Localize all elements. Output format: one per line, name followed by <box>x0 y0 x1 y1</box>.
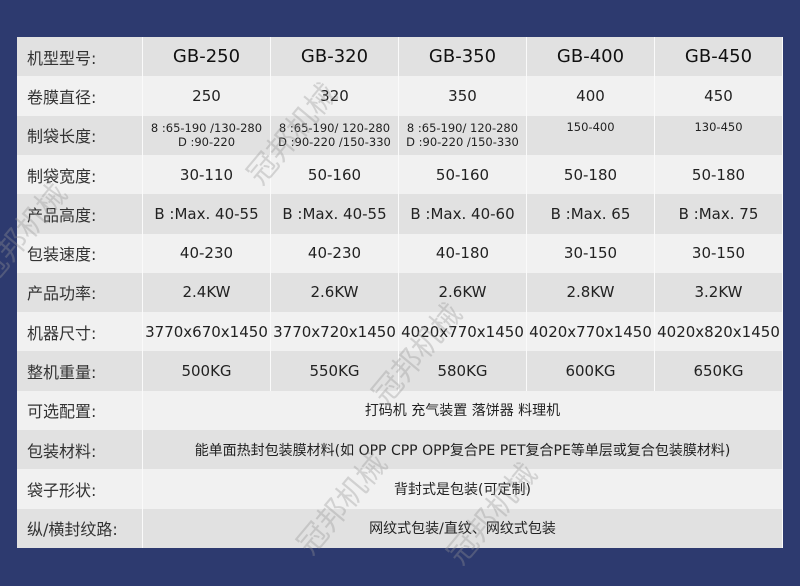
spec-value: 2.8KW <box>527 272 655 313</box>
spec-value: 8 :65-190 /130-280 D :90-220 <box>143 115 271 155</box>
spec-value: 250 <box>143 76 271 116</box>
spec-value: 4020x820x1450 <box>655 312 783 352</box>
model-name: GB-400 <box>527 37 655 77</box>
spec-value-line: 8 :65-190 /130-280 <box>150 121 263 136</box>
row-label: 机型型号: <box>17 37 143 77</box>
spec-value: 150-400 <box>527 115 655 155</box>
row-label: 纵/横封纹路: <box>17 508 143 548</box>
spec-value: 500KG <box>143 351 271 391</box>
spec-value: 网纹式包装/直纹、网纹式包装 <box>143 508 783 548</box>
spec-value: 40-230 <box>271 233 399 273</box>
row-label: 制袋长度: <box>17 115 143 155</box>
spec-value: 580KG <box>399 351 527 391</box>
spec-value: 打码机 充气装置 落饼器 料理机 <box>143 390 783 431</box>
row-label: 整机重量: <box>17 351 143 391</box>
row-label: 袋子形状: <box>17 469 143 509</box>
spec-value-line: D :90-220 /150-330 <box>278 135 391 150</box>
row-label: 产品高度: <box>17 194 143 234</box>
spec-value: 4020x770x1450 <box>527 312 655 352</box>
spec-value: 2.6KW <box>399 272 527 313</box>
model-name: GB-320 <box>271 37 399 77</box>
spec-value: 400 <box>527 76 655 116</box>
spec-value: 50-180 <box>655 154 783 195</box>
spec-value-line: D :90-220 <box>177 135 236 150</box>
row-label: 产品功率: <box>17 272 143 313</box>
spec-value: 30-150 <box>527 233 655 273</box>
spec-value: B :Max. 75 <box>655 194 783 234</box>
spec-value: 30-150 <box>655 233 783 273</box>
spec-value: 130-450 <box>655 115 783 155</box>
spec-value: 40-180 <box>399 233 527 273</box>
spec-value: B :Max. 40-55 <box>271 194 399 234</box>
model-name: GB-450 <box>655 37 783 77</box>
spec-value: B :Max. 40-60 <box>399 194 527 234</box>
spec-value-line: D :90-220 /150-330 <box>406 135 519 150</box>
row-label: 可选配置: <box>17 390 143 431</box>
spec-value: 2.6KW <box>271 272 399 313</box>
spec-value: 背封式是包装(可定制) <box>143 469 783 509</box>
spec-value: 320 <box>271 76 399 116</box>
spec-value-line: 8 :65-190/ 120-280 <box>278 121 391 136</box>
row-label: 包装速度: <box>17 233 143 273</box>
spec-value: 2.4KW <box>143 272 271 313</box>
spec-value: 3770x720x1450 <box>271 312 399 352</box>
spec-value-line: 130-450 <box>694 119 743 134</box>
spec-value-line: 8 :65-190/ 120-280 <box>406 121 519 136</box>
spec-value: B :Max. 65 <box>527 194 655 234</box>
model-name: GB-350 <box>399 37 527 77</box>
spec-value-line: 150-400 <box>566 119 615 134</box>
spec-value: 8 :65-190/ 120-280 D :90-220 /150-330 <box>399 115 527 155</box>
spec-value: B :Max. 40-55 <box>143 194 271 234</box>
spec-value: 30-110 <box>143 154 271 195</box>
spec-value: 450 <box>655 76 783 116</box>
row-label: 机器尺寸: <box>17 312 143 352</box>
spec-value: 能单面热封包装膜材料(如 OPP CPP OPP复合PE PET复合PE等单层或… <box>143 430 783 470</box>
row-label: 包装材料: <box>17 430 143 470</box>
spec-table: 机型型号: GB-250 GB-320 GB-350 GB-400 GB-450 卷膜直径:… <box>17 37 783 548</box>
spec-value: 3770x670x1450 <box>143 312 271 352</box>
spec-value: 8 :65-190/ 120-280 D :90-220 /150-330 <box>271 115 399 155</box>
spec-value: 50-180 <box>527 154 655 195</box>
spec-value: 650KG <box>655 351 783 391</box>
row-label: 卷膜直径: <box>17 76 143 116</box>
spec-value: 550KG <box>271 351 399 391</box>
spec-value: 50-160 <box>271 154 399 195</box>
row-label: 制袋宽度: <box>17 154 143 195</box>
model-name: GB-250 <box>143 37 271 77</box>
spec-value: 3.2KW <box>655 272 783 313</box>
spec-value: 600KG <box>527 351 655 391</box>
spec-value: 350 <box>399 76 527 116</box>
spec-value: 4020x770x1450 <box>399 312 527 352</box>
spec-value: 50-160 <box>399 154 527 195</box>
spec-value: 40-230 <box>143 233 271 273</box>
